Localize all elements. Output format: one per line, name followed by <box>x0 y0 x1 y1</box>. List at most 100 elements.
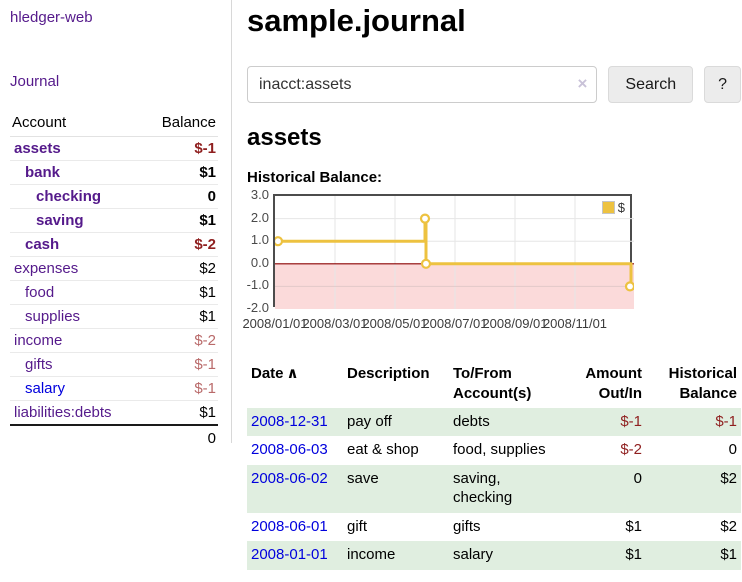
legend-swatch-icon <box>601 201 615 214</box>
transaction-accounts: food, supplies <box>453 441 546 459</box>
transaction-accounts: salary <box>453 546 494 564</box>
register-row: 2008-12-31 pay off debts $-1 $-1 <box>247 407 741 437</box>
register-header-date[interactable]: Date ∧ <box>247 361 343 408</box>
transaction-balance: $2 <box>720 517 737 535</box>
accounts-header-account: Account <box>10 112 144 137</box>
transaction-accounts: gifts <box>453 517 481 535</box>
account-heading: assets <box>247 124 322 151</box>
y-tick-label: 1.0 <box>250 232 269 247</box>
account-balance: 0 <box>143 184 218 209</box>
transaction-amount: $1 <box>625 546 642 564</box>
journal-link[interactable]: Journal <box>10 73 60 90</box>
transaction-description: gift <box>347 517 368 535</box>
app-title-link[interactable]: hledger-web <box>10 9 93 26</box>
account-balance: $1 <box>143 208 218 233</box>
register-header-balance: Historical Balance <box>668 365 737 403</box>
x-tick-label: 2008/11/01 <box>542 316 608 331</box>
chart-canvas <box>275 196 634 309</box>
transaction-description: pay off <box>347 412 392 430</box>
account-row: bank $1 <box>10 160 218 185</box>
account-link-bank[interactable]: bank <box>25 164 61 181</box>
account-balance: $-2 <box>143 328 218 353</box>
nav-journal: Journal <box>10 73 218 91</box>
transaction-description: income <box>347 546 396 564</box>
account-link-checking[interactable]: checking <box>36 188 102 205</box>
transaction-accounts: debts <box>453 412 490 430</box>
transaction-balance: $1 <box>720 546 737 564</box>
account-balance: $1 <box>143 400 218 426</box>
transaction-date-link[interactable]: 2008-06-01 <box>251 517 328 535</box>
account-row: salary $-1 <box>10 376 218 401</box>
account-row: liabilities:debts $1 <box>10 400 218 426</box>
account-row: expenses $2 <box>10 256 218 281</box>
account-balance: $1 <box>143 280 218 305</box>
accounts-table: Account Balance assets $-1 bank $1 check… <box>10 112 218 450</box>
clear-search-icon[interactable]: × <box>577 74 588 93</box>
account-link-assets[interactable]: assets <box>14 140 61 157</box>
register-header-date-label: Date <box>251 365 284 382</box>
account-balance: $1 <box>143 160 218 185</box>
transaction-balance: $-1 <box>715 412 737 430</box>
register-row: 2008-06-03 eat & shop food, supplies $-2… <box>247 436 741 465</box>
main-content: sample.journal × Search ? assets Histori… <box>242 0 741 570</box>
transaction-amount: 0 <box>633 470 642 487</box>
accounts-total-value: 0 <box>143 424 218 450</box>
register-row: 2008-01-01 income salary $1 $1 <box>247 541 741 570</box>
account-balance: $2 <box>143 256 218 281</box>
x-tick-label: 2008/07/01 <box>422 316 488 331</box>
help-button[interactable]: ? <box>704 66 741 103</box>
app-title: hledger-web <box>10 9 218 27</box>
transaction-description: eat & shop <box>347 441 419 459</box>
account-row: food $1 <box>10 280 218 305</box>
account-link-gifts[interactable]: gifts <box>25 356 53 373</box>
x-tick-label: 2008/01/01 <box>242 316 308 331</box>
transaction-amount: $-1 <box>620 412 642 430</box>
account-row: checking 0 <box>10 184 218 209</box>
chart-title: Historical Balance: <box>247 169 383 186</box>
transaction-date-link[interactable]: 2008-06-03 <box>251 441 328 459</box>
sidebar: hledger-web Journal Account Balance asse… <box>0 0 232 450</box>
account-link-cash[interactable]: cash <box>25 236 60 253</box>
account-link-food[interactable]: food <box>25 284 55 301</box>
chart-plot-area: $ <box>273 194 634 309</box>
transaction-balance: 0 <box>728 441 737 459</box>
transaction-date-link[interactable]: 2008-12-31 <box>251 412 328 430</box>
sort-ascending-icon: ∧ <box>286 365 299 382</box>
x-tick-label: 2008/03/01 <box>302 316 368 331</box>
transaction-date-link[interactable]: 2008-01-01 <box>251 546 328 564</box>
transaction-balance: $2 <box>720 470 737 487</box>
register-header-description: Description <box>347 365 430 382</box>
register-row: 2008-06-02 save saving, checking 0 $2 <box>247 465 741 513</box>
account-balance: $1 <box>143 304 218 329</box>
y-tick-label: 0.0 <box>250 255 269 270</box>
accounts-total-row: 0 <box>10 424 218 450</box>
accounts-header-balance: Balance <box>143 112 218 137</box>
y-tick-label: -2.0 <box>246 300 269 315</box>
account-link-salary[interactable]: salary <box>25 380 66 397</box>
account-link-expenses[interactable]: expenses <box>14 260 79 277</box>
page-title: sample.journal <box>247 3 466 38</box>
account-row: gifts $-1 <box>10 352 218 377</box>
account-link-supplies[interactable]: supplies <box>25 308 81 325</box>
transaction-accounts: saving, checking <box>453 470 513 506</box>
account-row: saving $1 <box>10 208 218 233</box>
legend-label: $ <box>617 200 625 215</box>
search-form: × Search ? <box>247 66 741 103</box>
x-tick-label: 2008/09/01 <box>482 316 548 331</box>
account-row: income $-2 <box>10 328 218 353</box>
account-link-saving[interactable]: saving <box>36 212 84 229</box>
register-row: 2008-06-01 gift gifts $1 $2 <box>247 513 741 542</box>
account-balance: $-2 <box>143 232 218 257</box>
search-button[interactable]: Search <box>608 66 694 103</box>
account-row: cash $-2 <box>10 232 218 257</box>
y-tick-label: -1.0 <box>246 277 269 292</box>
account-link-liabilities-debts[interactable]: liabilities:debts <box>14 404 112 421</box>
register-table: Date ∧ Description To/From Account(s) Amo… <box>247 361 741 570</box>
transaction-date-link[interactable]: 2008-06-02 <box>251 470 328 487</box>
transaction-amount: $1 <box>625 517 642 535</box>
transaction-amount: $-2 <box>620 441 642 459</box>
y-tick-label: 3.0 <box>250 187 269 202</box>
search-input[interactable] <box>247 66 598 103</box>
register-header-amount: Amount Out/In <box>585 365 642 403</box>
account-link-income[interactable]: income <box>14 332 63 349</box>
